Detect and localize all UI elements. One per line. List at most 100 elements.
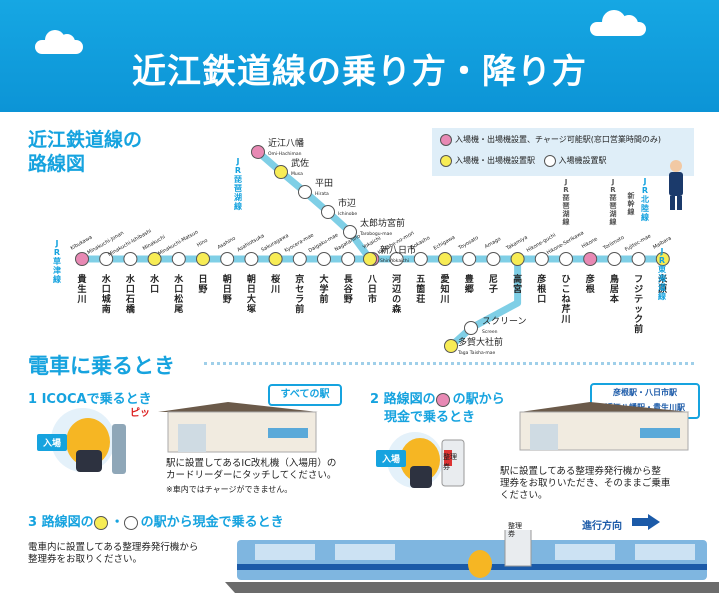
legend-yellow-label: 入場機・出場機設置駅 [455,156,535,165]
station-name: 大 [247,293,256,305]
station-name: 市辺 [338,197,356,209]
station-marker [341,252,356,266]
station-name: 石 [125,294,135,305]
step3-title-part3: の駅から現金で乗るとき [140,515,284,530]
station-roman: Hirata [315,191,329,197]
station-name: ッ [634,305,643,315]
station-marker [75,252,89,266]
station-name: 八 [367,274,378,285]
station-roman: Hino [196,238,209,249]
station-name: 本 [610,293,620,305]
connection-label: R [659,256,665,265]
train-window [335,544,395,560]
step2-title: 2 路線図の の駅から [370,388,505,407]
station-name: 高 [513,273,522,285]
station-name: 森 [392,303,402,315]
connection-label: 琵 [610,193,617,202]
step2-title-part1: 2 路線図の [370,392,436,407]
station-name: 彦 [586,273,595,285]
station-name: テ [634,294,643,305]
station-marker [171,252,186,266]
station-name: 水 [126,273,136,285]
station-roman: Shin-Yokaichi [380,258,409,264]
pink-dot-icon [440,133,452,146]
station-marker [123,252,138,266]
station-name: 前 [295,303,304,315]
machine-panel [444,450,452,466]
person-leg [677,196,682,210]
station-marker [292,252,307,266]
machine-label: 整理券 [508,522,522,538]
station-roman: Tarobogu-mae [359,231,392,237]
station-name: 口 [126,284,135,295]
station-name: 学 [319,283,328,295]
station-name: 新八日市 [380,244,416,256]
station-name: 芹 [561,303,570,315]
connection-label: 草 [53,256,61,266]
connection-label: R [235,166,241,175]
map-title: 近江鉄道線の 路線図 [28,128,178,176]
step1-callout: すべての駅 [268,384,342,406]
cloud-icon [590,10,646,36]
connection-label: R [610,186,616,194]
enter-tag: 入場 [37,434,68,451]
arrow-right-icon [632,514,660,530]
section-divider [204,362,694,365]
station-name: 武佐 [291,157,309,169]
station-name: 日 [247,284,256,295]
train-icon [268,428,308,438]
connection-label: 東 [658,264,666,274]
station-name: 荘 [416,293,425,305]
station-name: 口 [537,294,546,305]
station-name: 口 [102,284,111,295]
connection-label: J [660,247,664,256]
station-marker [413,252,428,266]
station-name: 野 [223,294,232,305]
station-name: 箇 [416,283,425,295]
station-marker [583,252,598,266]
person-body [669,172,683,196]
step3-desc-line1: 電車内に設置してある整理券発行機から [28,542,199,553]
connection-label: 線 [234,201,242,211]
step3-title: 3 路線図の ・ の駅から現金で乗るとき [28,511,284,530]
station-name: 大 [319,273,328,285]
yellow-dot-icon [440,154,452,167]
station-marker [268,252,283,266]
station-name: 野 [198,284,207,295]
station-name: 郷 [465,283,474,295]
step1-desc-line1: 駅に設置してあるIC改札機（入場用）の [166,458,337,469]
connection-label: 北 [641,194,649,204]
station-name: 南 [102,303,111,315]
station-marker [343,225,357,239]
connection-label: 線 [641,212,649,222]
train-illustration [225,530,719,593]
mascot-icon [468,550,492,578]
station-roman: Musa [291,171,303,177]
station-name: 川 [270,284,280,295]
step1-desc: 駅に設置してあるIC改札機（入場用）の カードリーダーにタッチしてください。 [166,458,336,482]
step2-desc: 駅に設置してある整理券発行機から整 理券をお取りいただき、そのままご乗車 くださ… [500,466,670,502]
connection-label: 幹 [628,199,636,208]
connection-label: J [55,239,59,248]
mascot-uniform [410,466,432,488]
page-title: 近江鉄道線の乗り方・降り方 [132,52,587,92]
station-name: 知 [439,283,449,295]
station-marker [274,165,288,179]
station-marker [631,252,646,266]
station-name: スクリーン [482,316,527,327]
taga-branch-line [447,255,522,350]
yellow-dot-icon [93,515,108,530]
legend-row-pink: 入場機・出場機設置、チャージ可能駅(窓口営業時間のみ) [440,133,661,147]
connection-label: 線 [658,291,666,301]
station-name: 貴 [77,273,86,285]
station-roman: Asahino [217,236,237,251]
step3-title-part2: ・ [110,515,124,530]
station-name: ジ [634,284,643,295]
station-name: 日 [368,284,377,295]
step1-note: ※車内ではチャージができません。 [166,485,293,494]
station-marker [363,252,377,266]
connection-label: 線 [628,207,635,216]
station-marker [559,252,573,266]
connection-label: R [54,248,60,257]
